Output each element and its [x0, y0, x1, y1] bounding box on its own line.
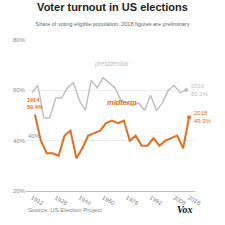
svg-text:2008: 2008 — [172, 194, 187, 206]
svg-text:Vox: Vox — [177, 204, 193, 215]
svg-text:1944: 1944 — [77, 194, 92, 206]
svg-text:1960: 1960 — [101, 194, 116, 206]
svg-text:1912: 1912 — [30, 194, 45, 206]
svg-text:201849.3%: 201849.3% — [194, 110, 212, 124]
svg-text:1992: 1992 — [149, 194, 164, 206]
svg-text:1928: 1928 — [54, 194, 69, 206]
svg-text:Source: US Election Project: Source: US Election Project — [28, 207, 102, 213]
svg-text:Share of voting eligible popul: Share of voting eligible population. 201… — [36, 21, 190, 27]
svg-text:Voter turnout in US elections: Voter turnout in US elections — [37, 1, 188, 13]
svg-text:191450.4%: 191450.4% — [27, 97, 43, 110]
svg-text:20%: 20% — [13, 188, 26, 194]
svg-text:midterm: midterm — [107, 98, 137, 107]
svg-text:201660.1%: 201660.1% — [191, 83, 209, 97]
svg-text:60%: 60% — [13, 87, 26, 93]
svg-text:80%: 80% — [13, 37, 26, 43]
svg-text:1976: 1976 — [125, 194, 140, 206]
svg-text:2018: 2018 — [187, 194, 202, 206]
svg-text:presidential: presidential — [94, 60, 129, 68]
svg-text:40%: 40% — [13, 138, 26, 144]
svg-text:40%: 40% — [28, 133, 41, 139]
